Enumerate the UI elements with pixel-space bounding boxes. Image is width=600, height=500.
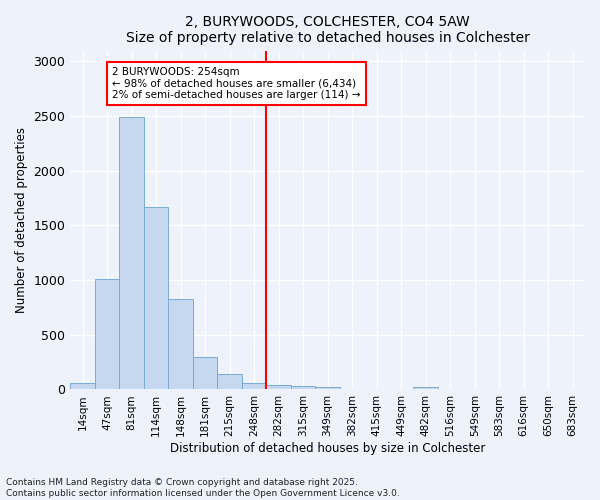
Bar <box>242 384 266 390</box>
Text: Contains HM Land Registry data © Crown copyright and database right 2025.
Contai: Contains HM Land Registry data © Crown c… <box>6 478 400 498</box>
Title: 2, BURYWOODS, COLCHESTER, CO4 5AW
Size of property relative to detached houses i: 2, BURYWOODS, COLCHESTER, CO4 5AW Size o… <box>126 15 530 45</box>
Bar <box>144 207 169 390</box>
Bar <box>70 384 95 390</box>
X-axis label: Distribution of detached houses by size in Colchester: Distribution of detached houses by size … <box>170 442 485 455</box>
Bar <box>340 389 364 390</box>
Bar <box>217 374 242 390</box>
Bar <box>95 279 119 390</box>
Bar <box>193 357 217 390</box>
Bar <box>169 298 193 390</box>
Bar <box>291 386 316 390</box>
Bar <box>266 384 291 390</box>
Bar <box>316 386 340 390</box>
Bar <box>413 386 438 390</box>
Bar <box>119 117 144 390</box>
Text: 2 BURYWOODS: 254sqm
← 98% of detached houses are smaller (6,434)
2% of semi-deta: 2 BURYWOODS: 254sqm ← 98% of detached ho… <box>112 67 361 100</box>
Y-axis label: Number of detached properties: Number of detached properties <box>15 127 28 313</box>
